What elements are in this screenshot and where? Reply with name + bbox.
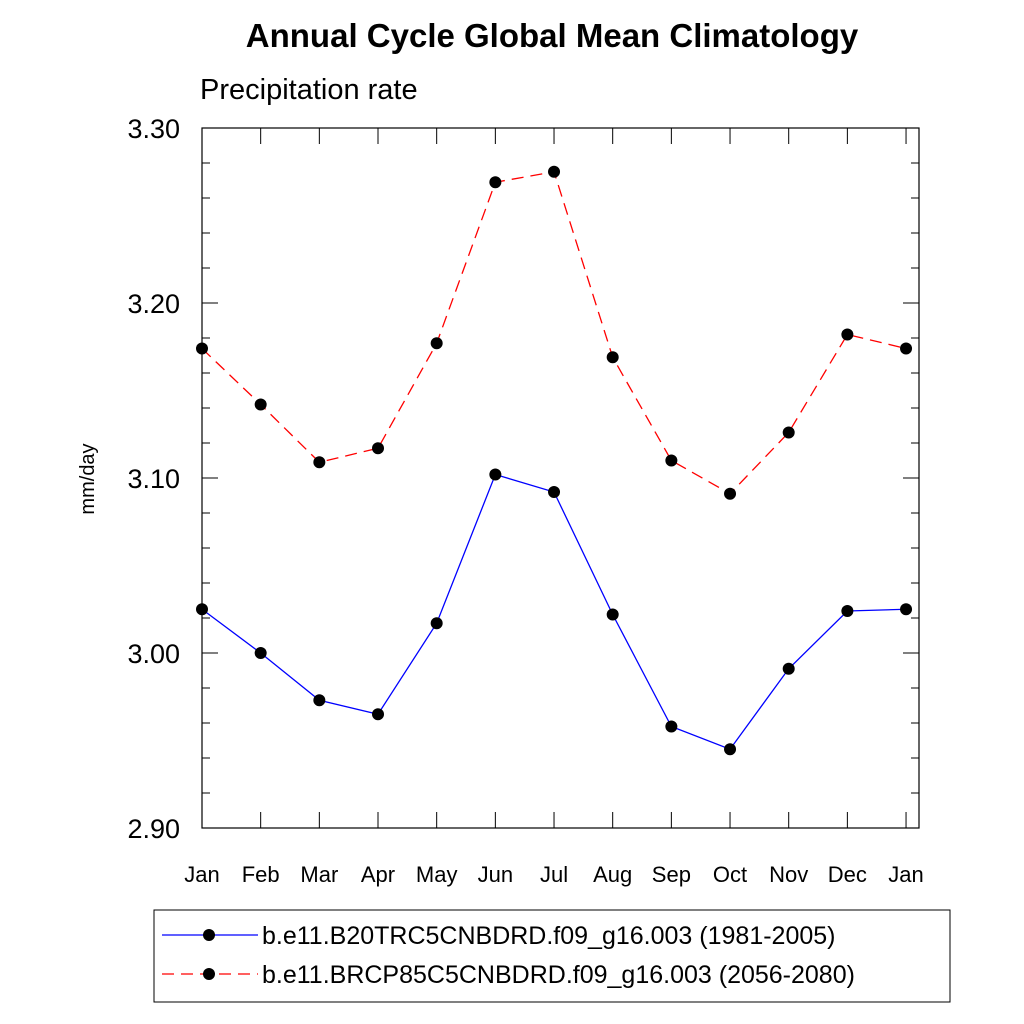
y-tick-label: 3.00 xyxy=(127,639,180,669)
legend-entry: b.e11.B20TRC5CNBDRD.f09_g16.003 (1981-20… xyxy=(162,922,836,950)
data-point xyxy=(606,351,619,364)
data-point xyxy=(665,720,678,733)
data-point xyxy=(606,608,619,621)
x-tick-label: Oct xyxy=(713,862,747,887)
x-tick-labels: Jan Feb Mar Apr May Jun Jul Aug Sep Oct Nov Dec Jan xyxy=(184,862,924,887)
data-point xyxy=(313,694,326,707)
series-1 xyxy=(196,468,913,756)
series-2 xyxy=(196,165,913,500)
legend-marker xyxy=(203,929,215,941)
data-point xyxy=(900,603,913,616)
data-point xyxy=(372,708,385,721)
data-point xyxy=(724,743,737,756)
data-point xyxy=(254,398,267,411)
x-tick-label: Sep xyxy=(652,862,691,887)
data-point xyxy=(548,165,561,178)
data-point xyxy=(782,662,795,675)
y-axis-label: mm/day xyxy=(77,443,99,514)
y-tick-label: 3.20 xyxy=(127,289,180,319)
data-point xyxy=(430,617,443,630)
x-tick-label: Dec xyxy=(828,862,867,887)
series-layer xyxy=(196,165,913,756)
data-point xyxy=(665,454,678,467)
x-tick-label: Jul xyxy=(540,862,568,887)
series-line xyxy=(201,473,907,751)
data-point xyxy=(724,487,737,500)
x-tick-label: Jun xyxy=(478,862,513,887)
axis-ticks xyxy=(201,127,919,829)
data-point xyxy=(313,456,326,469)
data-point xyxy=(196,342,208,355)
x-tick-label: Mar xyxy=(300,862,338,887)
data-point xyxy=(430,337,443,350)
legend-label: b.e11.BRCP85C5CNBDRD.f09_g16.003 (2056-2… xyxy=(262,961,855,989)
chart-title: Annual Cycle Global Mean Climatology xyxy=(246,17,859,54)
data-point xyxy=(489,176,502,189)
y-tick-labels: 2.90 3.00 3.10 3.20 3.30 xyxy=(127,114,180,844)
legend-marker xyxy=(203,968,215,980)
data-point xyxy=(782,426,795,439)
data-point xyxy=(196,603,208,616)
x-tick-label: Jan xyxy=(184,862,219,887)
data-point xyxy=(841,328,854,341)
x-tick-label: Feb xyxy=(242,862,280,887)
chart-subtitle: Precipitation rate xyxy=(200,74,418,106)
data-point xyxy=(900,342,913,355)
series-line xyxy=(201,171,907,495)
x-tick-label: Aug xyxy=(593,862,632,887)
data-point xyxy=(489,468,502,481)
y-tick-label: 3.10 xyxy=(127,464,180,494)
x-tick-label: Nov xyxy=(769,862,808,887)
data-point xyxy=(254,647,267,659)
data-point xyxy=(841,605,854,617)
legend: b.e11.B20TRC5CNBDRD.f09_g16.003 (1981-20… xyxy=(153,909,951,1003)
legend-entry: b.e11.BRCP85C5CNBDRD.f09_g16.003 (2056-2… xyxy=(162,961,855,989)
x-tick-label: May xyxy=(416,862,458,887)
data-point xyxy=(372,442,385,455)
y-tick-label: 2.90 xyxy=(127,814,180,844)
x-tick-label: Apr xyxy=(361,862,395,887)
x-tick-label: Jan xyxy=(888,862,923,887)
plot-frame xyxy=(201,127,920,829)
y-tick-label: 3.30 xyxy=(127,114,180,144)
legend-box xyxy=(153,909,951,1003)
legend-label: b.e11.B20TRC5CNBDRD.f09_g16.003 (1981-20… xyxy=(262,922,836,950)
data-point xyxy=(548,486,561,498)
